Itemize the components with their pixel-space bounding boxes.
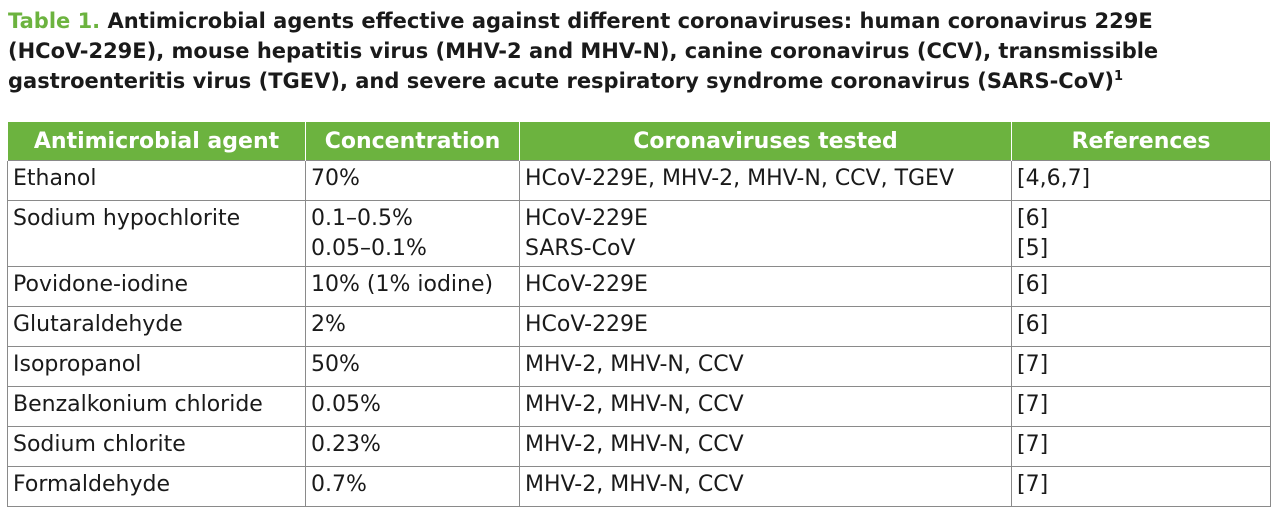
cell-concentration: 50% [305,346,520,387]
table-row: Formaldehyde 0.7% MHV-2, MHV-N, CCV [7] [7,466,1271,507]
cell-references: [7] [1011,346,1271,387]
cell-agent: Benzalkonium chloride [7,386,306,427]
cell-concentration: 0.1–0.5% 0.05–0.1% [305,200,520,267]
cell-viruses: MHV-2, MHV-N, CCV [519,386,1012,427]
caption-label: Table 1. [8,9,101,33]
concentration-value: 0.05–0.1% [311,236,427,261]
antimicrobial-table: Antimicrobial agent Concentration Corona… [7,122,1271,507]
cell-agent: Formaldehyde [7,466,306,507]
virus-value: HCoV-229E [525,206,648,231]
cell-agent: Isopropanol [7,346,306,387]
cell-viruses: MHV-2, MHV-N, CCV [519,346,1012,387]
caption-text-1: Antimicrobial agents effective against d… [107,9,1153,33]
cell-agent: Sodium chlorite [7,426,306,467]
cell-viruses: HCoV-229E SARS-CoV [519,200,1012,267]
cell-viruses: MHV-2, MHV-N, CCV [519,426,1012,467]
cell-references: [6] [5] [1011,200,1271,267]
cell-concentration: 0.05% [305,386,520,427]
cell-concentration: 10% (1% iodine) [305,266,520,307]
cell-references: [7] [1011,466,1271,507]
header-concentration: Concentration [305,122,520,161]
table-caption: Table 1. Antimicrobial agents effective … [8,6,1278,96]
cell-viruses: MHV-2, MHV-N, CCV [519,466,1012,507]
table-row: Benzalkonium chloride 0.05% MHV-2, MHV-N… [7,386,1271,427]
reference-value: [6] [1017,206,1049,231]
caption-footnote-marker: 1 [1114,69,1124,84]
cell-references: [6] [1011,266,1271,307]
cell-concentration: 0.23% [305,426,520,467]
caption-line-3: gastroenteritis virus (TGEV), and severe… [8,66,1278,96]
reference-value: [5] [1017,236,1049,261]
header-coronaviruses-tested: Coronaviruses tested [519,122,1012,161]
header-antimicrobial-agent: Antimicrobial agent [7,122,306,161]
header-references: References [1011,122,1271,161]
caption-line-2: (HCoV-229E), mouse hepatitis virus (MHV-… [8,39,1159,63]
table-row: Sodium chlorite 0.23% MHV-2, MHV-N, CCV … [7,426,1271,467]
cell-agent: Sodium hypochlorite [7,200,306,267]
cell-concentration: 0.7% [305,466,520,507]
virus-value: SARS-CoV [525,236,636,261]
cell-references: [4,6,7] [1011,160,1271,201]
caption-line-1: Table 1. Antimicrobial agents effective … [8,6,1278,36]
cell-concentration: 2% [305,306,520,347]
cell-references: [7] [1011,386,1271,427]
cell-agent: Povidone-iodine [7,266,306,307]
cell-viruses: HCoV-229E [519,306,1012,347]
caption-text-3: gastroenteritis virus (TGEV), and severe… [8,69,1114,93]
cell-concentration: 70% [305,160,520,201]
table-row: Ethanol 70% HCoV-229E, MHV-2, MHV-N, CCV… [7,160,1271,201]
table-row: Povidone-iodine 10% (1% iodine) HCoV-229… [7,266,1271,307]
cell-references: [7] [1011,426,1271,467]
table-header-row: Antimicrobial agent Concentration Corona… [7,122,1271,161]
cell-viruses: HCoV-229E [519,266,1012,307]
table-row: Sodium hypochlorite 0.1–0.5% 0.05–0.1% H… [7,200,1271,267]
cell-agent: Glutaraldehyde [7,306,306,347]
concentration-value: 0.1–0.5% [311,206,413,231]
cell-viruses: HCoV-229E, MHV-2, MHV-N, CCV, TGEV [519,160,1012,201]
table-row: Glutaraldehyde 2% HCoV-229E [6] [7,306,1271,347]
cell-agent: Ethanol [7,160,306,201]
table-row: Isopropanol 50% MHV-2, MHV-N, CCV [7] [7,346,1271,387]
cell-references: [6] [1011,306,1271,347]
